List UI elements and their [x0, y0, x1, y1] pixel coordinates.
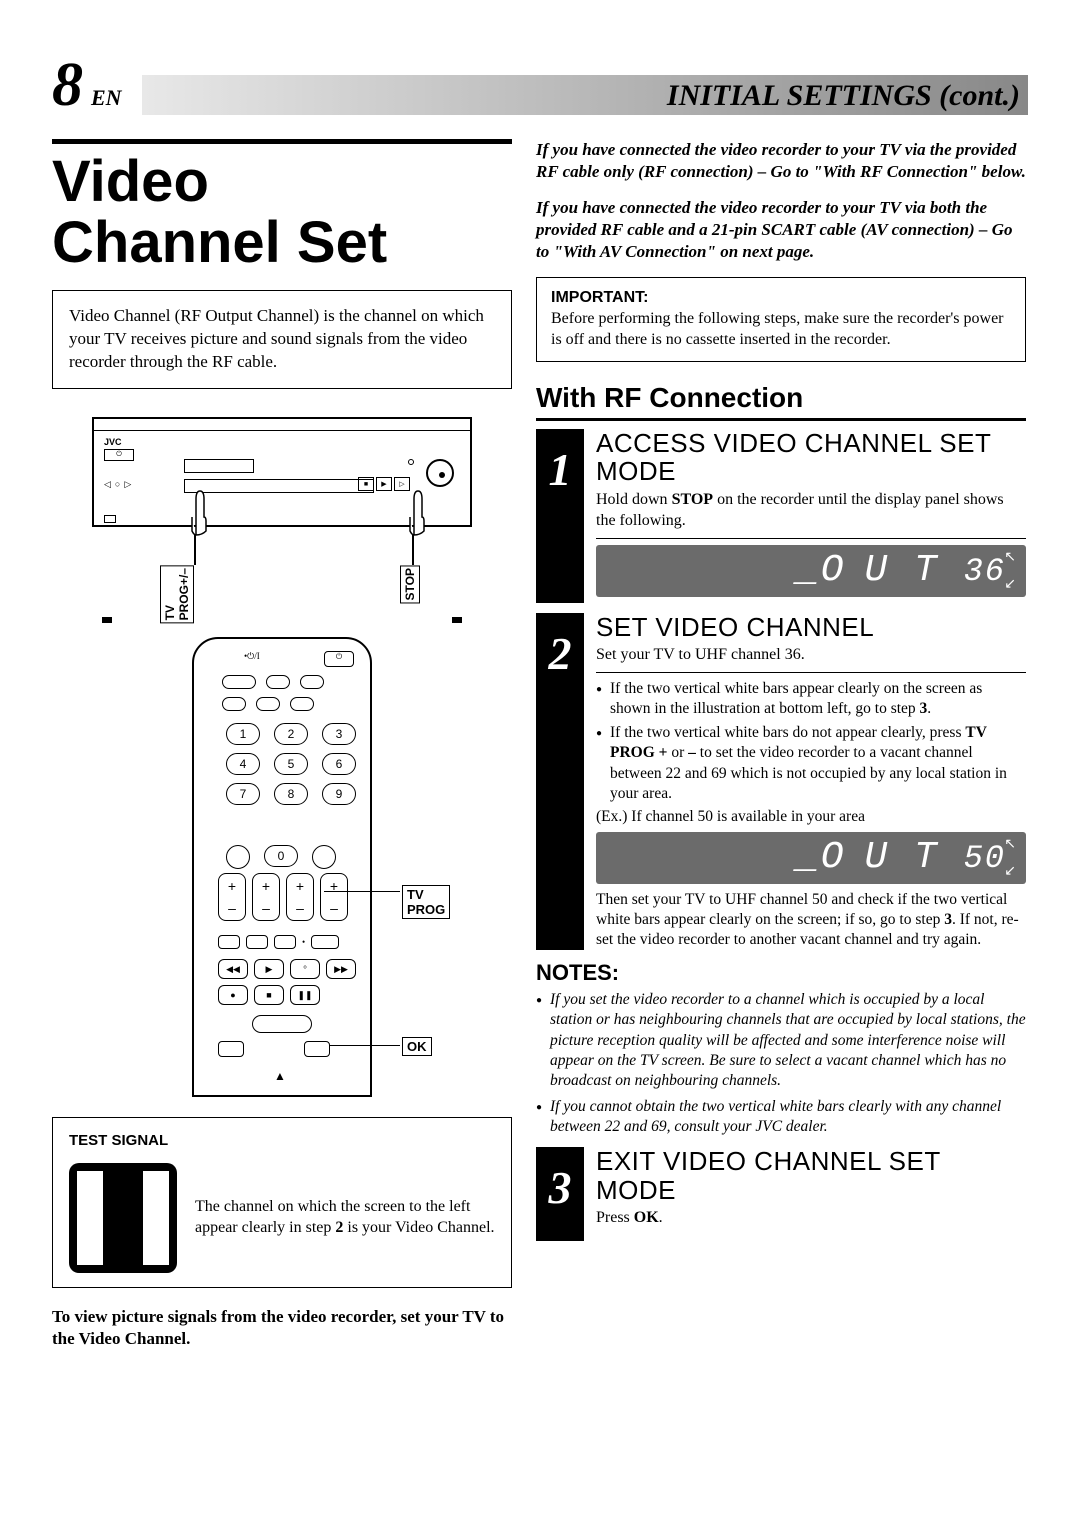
section-title: INITIAL SETTINGS (cont.) — [142, 75, 1028, 115]
step-3-number: 3 — [536, 1147, 584, 1241]
page-header: 8 EN INITIAL SETTINGS (cont.) — [52, 50, 1028, 121]
step-1: 1 ACCESS VIDEO CHANNEL SET MODE Hold dow… — [536, 429, 1026, 603]
intro-paragraph-1: If you have connected the video recorder… — [536, 139, 1026, 183]
important-title: IMPORTANT: — [551, 289, 648, 306]
vcr-stop-label: STOP — [400, 565, 420, 603]
step-3-body: Press OK. — [596, 1208, 1026, 1235]
display-text-2: _O U T 50 — [796, 836, 1006, 879]
step-3-title: EXIT VIDEO CHANNEL SET MODE — [596, 1147, 1026, 1204]
num-9: 9 — [322, 783, 356, 805]
num-7: 7 — [226, 783, 260, 805]
tv-screen-icon — [69, 1163, 177, 1273]
notes-list: If you set the video recorder to a chann… — [536, 990, 1026, 1137]
num-3: 3 — [322, 723, 356, 745]
important-text: Before performing the following steps, m… — [551, 310, 1004, 348]
num-5: 5 — [274, 753, 308, 775]
vcr-tvprog-label: TV PROG+/– — [160, 565, 194, 623]
num-4: 4 — [226, 753, 260, 775]
remote-numpad: 1 2 3 4 5 6 7 8 9 — [226, 723, 356, 805]
step-2-body: Set your TV to UHF channel 36. — [596, 645, 1026, 673]
step-1-body: Hold down STOP on the recorder until the… — [596, 490, 1026, 539]
page-number: 8 — [52, 51, 83, 119]
remote-illustration: ⏻ •⏻/I 1 2 3 4 5 6 7 8 — [172, 637, 392, 1097]
step-1-number: 1 — [536, 429, 584, 603]
footer-note: To view picture signals from the video r… — [52, 1306, 512, 1350]
step-2-bullets: If the two vertical white bars appear cl… — [596, 679, 1026, 804]
num-1: 1 — [226, 723, 260, 745]
step-2-after: Then set your TV to UHF channel 50 and c… — [596, 890, 1026, 950]
test-signal-text: The channel on which the screen to the l… — [195, 1197, 495, 1239]
test-signal-box: TEST SIGNAL The channel on which the scr… — [52, 1117, 512, 1288]
note-1: If you set the video recorder to a chann… — [536, 990, 1026, 1091]
page-number-block: 8 EN — [52, 50, 122, 121]
vcr-brand: JVC — [104, 437, 460, 447]
step-1-title: ACCESS VIDEO CHANNEL SET MODE — [596, 429, 1026, 486]
display-panel-1: _O U T 36 ↖ ↙ — [596, 545, 1026, 597]
step-2: 2 SET VIDEO CHANNEL Set your TV to UHF c… — [536, 613, 1026, 951]
step-2-bullet-2: If the two vertical white bars do not ap… — [596, 723, 1026, 804]
note-2: If you cannot obtain the two vertical wh… — [536, 1097, 1026, 1137]
remote-ok-label: OK — [402, 1037, 432, 1056]
display-panel-2: _O U T 50 ↖ ↙ — [596, 832, 1026, 884]
step-3: 3 EXIT VIDEO CHANNEL SET MODE Press OK. — [536, 1147, 1026, 1241]
two-column-layout: Video Channel Set Video Channel (RF Outp… — [52, 139, 1028, 1350]
notes-title: NOTES: — [536, 960, 1026, 986]
subsection-title: With RF Connection — [536, 382, 1026, 421]
main-title-line1: Video — [52, 149, 209, 214]
main-title: Video Channel Set — [52, 139, 512, 274]
num-6: 6 — [322, 753, 356, 775]
step-2-example: (Ex.) If channel 50 is available in your… — [596, 808, 1026, 826]
display-text-1: _O U T 36 — [796, 549, 1006, 592]
finger-icon — [184, 487, 208, 537]
important-box: IMPORTANT: Before performing the followi… — [536, 277, 1026, 361]
step-2-bullet-1: If the two vertical white bars appear cl… — [596, 679, 1026, 719]
remote-tvprog-label: TV PROG — [402, 885, 450, 919]
step-2-title: SET VIDEO CHANNEL — [596, 613, 1026, 642]
test-signal-title: TEST SIGNAL — [69, 1132, 495, 1149]
num-2: 2 — [274, 723, 308, 745]
description-box: Video Channel (RF Output Channel) is the… — [52, 290, 512, 389]
left-column: Video Channel Set Video Channel (RF Outp… — [52, 139, 512, 1350]
finger-icon — [402, 487, 426, 537]
right-column: If you have connected the video recorder… — [536, 139, 1026, 1350]
main-title-line2: Channel Set — [52, 210, 387, 275]
intro-paragraph-2: If you have connected the video recorder… — [536, 197, 1026, 263]
step-2-number: 2 — [536, 613, 584, 951]
num-0: 0 — [264, 845, 298, 867]
num-8: 8 — [274, 783, 308, 805]
page-suffix: EN — [91, 85, 122, 110]
vcr-illustration: JVC ⏻ ◁○▷ ■▶▷ — [92, 417, 472, 617]
